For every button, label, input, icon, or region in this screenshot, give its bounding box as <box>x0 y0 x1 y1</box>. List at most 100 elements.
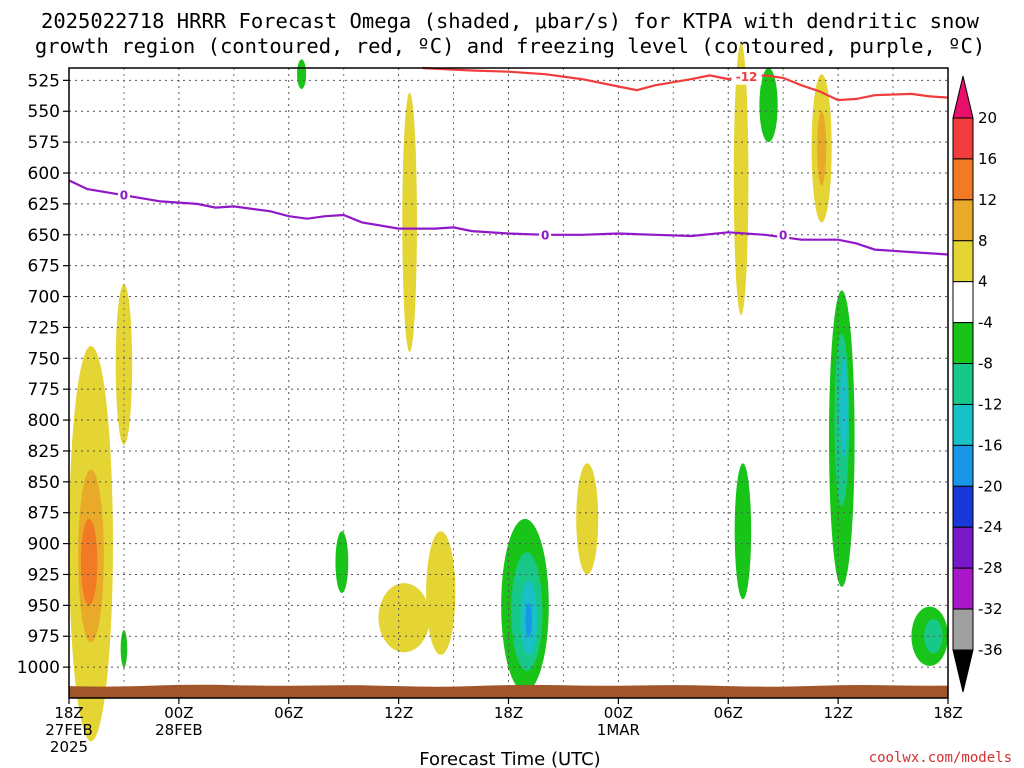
y-tick-label-625: 625 <box>28 195 60 215</box>
y-tick-label-750: 750 <box>28 349 60 369</box>
colorbar-label-11: -28 <box>978 559 1003 577</box>
dgz-contour-line <box>422 66 949 102</box>
colorbar-label-1: 16 <box>978 150 997 168</box>
omega-cell-6 <box>335 531 349 594</box>
surface-terrain <box>69 684 948 698</box>
y-tick-label-600: 600 <box>28 164 60 184</box>
colorbar-box-9 <box>952 485 974 528</box>
colorbar-bottom-arrow <box>952 649 974 693</box>
frz-label-bg-0 <box>117 187 130 204</box>
y-tick-label-950: 950 <box>28 596 60 616</box>
colorbar-label-0: 20 <box>978 109 997 127</box>
plot-area: -12 0 0 0 <box>68 43 949 742</box>
x-tick-label-6-1: 28FEB <box>155 721 202 739</box>
omega-cell-3 <box>115 284 133 445</box>
colorbar-label-6: -8 <box>978 355 993 373</box>
colorbar-label-12: -32 <box>978 600 1003 618</box>
title-line-2: growth region (contoured, red, ºC) and f… <box>35 34 985 58</box>
x-tick-label-30-1: 1MAR <box>597 721 640 739</box>
y-tick-label-800: 800 <box>28 411 60 431</box>
dgz-contour-labels: -12 <box>731 68 762 85</box>
colorbar-label-7: -12 <box>978 395 1003 413</box>
credit-text: coolwx.com/models <box>869 750 1012 766</box>
frz-label-2: 0 <box>779 228 787 242</box>
title-line-1: 2025022718 HRRR Forecast Omega (shaded, … <box>41 9 980 33</box>
colorbar-box-4 <box>952 281 974 324</box>
freezing-level-line <box>68 179 949 256</box>
colorbar-label-9: -20 <box>978 477 1003 495</box>
x-tick-label-6-0: 00Z <box>164 704 193 722</box>
colorbar-label-4: 4 <box>978 273 988 291</box>
colorbar-label-5: -4 <box>978 314 993 332</box>
y-tick-label-675: 675 <box>28 257 60 277</box>
y-tick-label-775: 775 <box>28 380 60 400</box>
omega-cell-14 <box>576 463 599 575</box>
omega-cell-15 <box>733 43 749 316</box>
colorbar-box-10 <box>952 526 974 569</box>
omega-cell-7 <box>402 92 417 353</box>
x-tick-label-30-0: 00Z <box>604 704 633 722</box>
omega-cell-4 <box>120 630 128 668</box>
y-tick-label-825: 825 <box>28 442 60 462</box>
x-tick-label-0-1: 27FEB <box>45 721 92 739</box>
omega-cell-8 <box>378 583 430 653</box>
frz-label-bg-1 <box>539 226 552 243</box>
colorbar-label-8: -16 <box>978 436 1003 454</box>
y-tick-label-575: 575 <box>28 133 60 153</box>
freezing-level-labels: 0 0 0 <box>117 187 790 243</box>
colorbar-box-6 <box>952 363 974 405</box>
x-tick-label-12-0: 06Z <box>274 704 303 722</box>
colorbar-label-3: 8 <box>978 232 988 250</box>
colorbar-label-10: -24 <box>978 518 1003 536</box>
y-tick-label-925: 925 <box>28 565 60 585</box>
x-tick-label-18-0: 12Z <box>384 704 413 722</box>
y-tick-label-900: 900 <box>28 535 60 555</box>
x-tick-label-24-0: 18Z <box>494 704 523 722</box>
y-tick-label-700: 700 <box>28 288 60 308</box>
frz-label-bg-2 <box>777 226 790 243</box>
dgz-label: -12 <box>736 70 758 84</box>
omega-cell-22 <box>839 358 848 458</box>
y-tick-label-1000: 1000 <box>17 658 60 678</box>
omega-shading <box>69 43 948 742</box>
y-tick-label-550: 550 <box>28 102 60 122</box>
colorbar-label-13: -36 <box>978 641 1003 659</box>
y-tick-label-525: 525 <box>28 71 60 91</box>
y-tick-label-850: 850 <box>28 473 60 493</box>
x-tick-label-0-0: 18Z <box>54 704 83 722</box>
omega-cell-19 <box>817 111 827 186</box>
frz-label-0: 0 <box>120 189 128 203</box>
grid-lines <box>68 68 949 698</box>
colorbar-box-1 <box>952 158 974 201</box>
x-tick-label-36-0: 06Z <box>714 704 743 722</box>
frz-label-1: 0 <box>541 228 549 242</box>
colorbar-box-12 <box>952 608 974 651</box>
omega-cell-2 <box>80 518 98 606</box>
colorbar-box-0 <box>952 117 974 160</box>
colorbar-box-8 <box>952 444 974 487</box>
colorbar-box-7 <box>952 403 974 446</box>
y-tick-label-975: 975 <box>28 627 60 647</box>
colorbar-box-11 <box>952 567 974 610</box>
colorbar-label-2: 12 <box>978 191 997 209</box>
colorbar-top-arrow <box>952 75 974 119</box>
x-axis-label: Forecast Time (UTC) <box>419 749 600 768</box>
omega-cell-16 <box>759 68 778 143</box>
x-tick-label-48-0: 18Z <box>933 704 962 722</box>
colorbar: 20 16 12 8 4 -4 -8 -12 -16 -20 -24 -28 -32 -36 <box>952 75 1003 693</box>
y-axis-ticks: 525 550 575 600 625 650 675 700 725 750 775 800 825 8… <box>17 71 69 678</box>
omega-cell-5 <box>296 59 307 89</box>
omega-cell-17 <box>734 463 752 600</box>
dgz-label-bg <box>731 68 762 85</box>
colorbar-box-2 <box>952 199 974 242</box>
y-tick-label-725: 725 <box>28 318 60 338</box>
y-tick-label-875: 875 <box>28 504 60 524</box>
x-tick-label-42-0: 12Z <box>823 704 852 722</box>
omega-cell-9 <box>426 531 456 655</box>
x-tick-label-0-2: 2025 <box>50 738 88 756</box>
colorbar-box-5 <box>952 322 974 365</box>
y-tick-label-650: 650 <box>28 226 60 246</box>
omega-cell-13 <box>525 602 532 638</box>
